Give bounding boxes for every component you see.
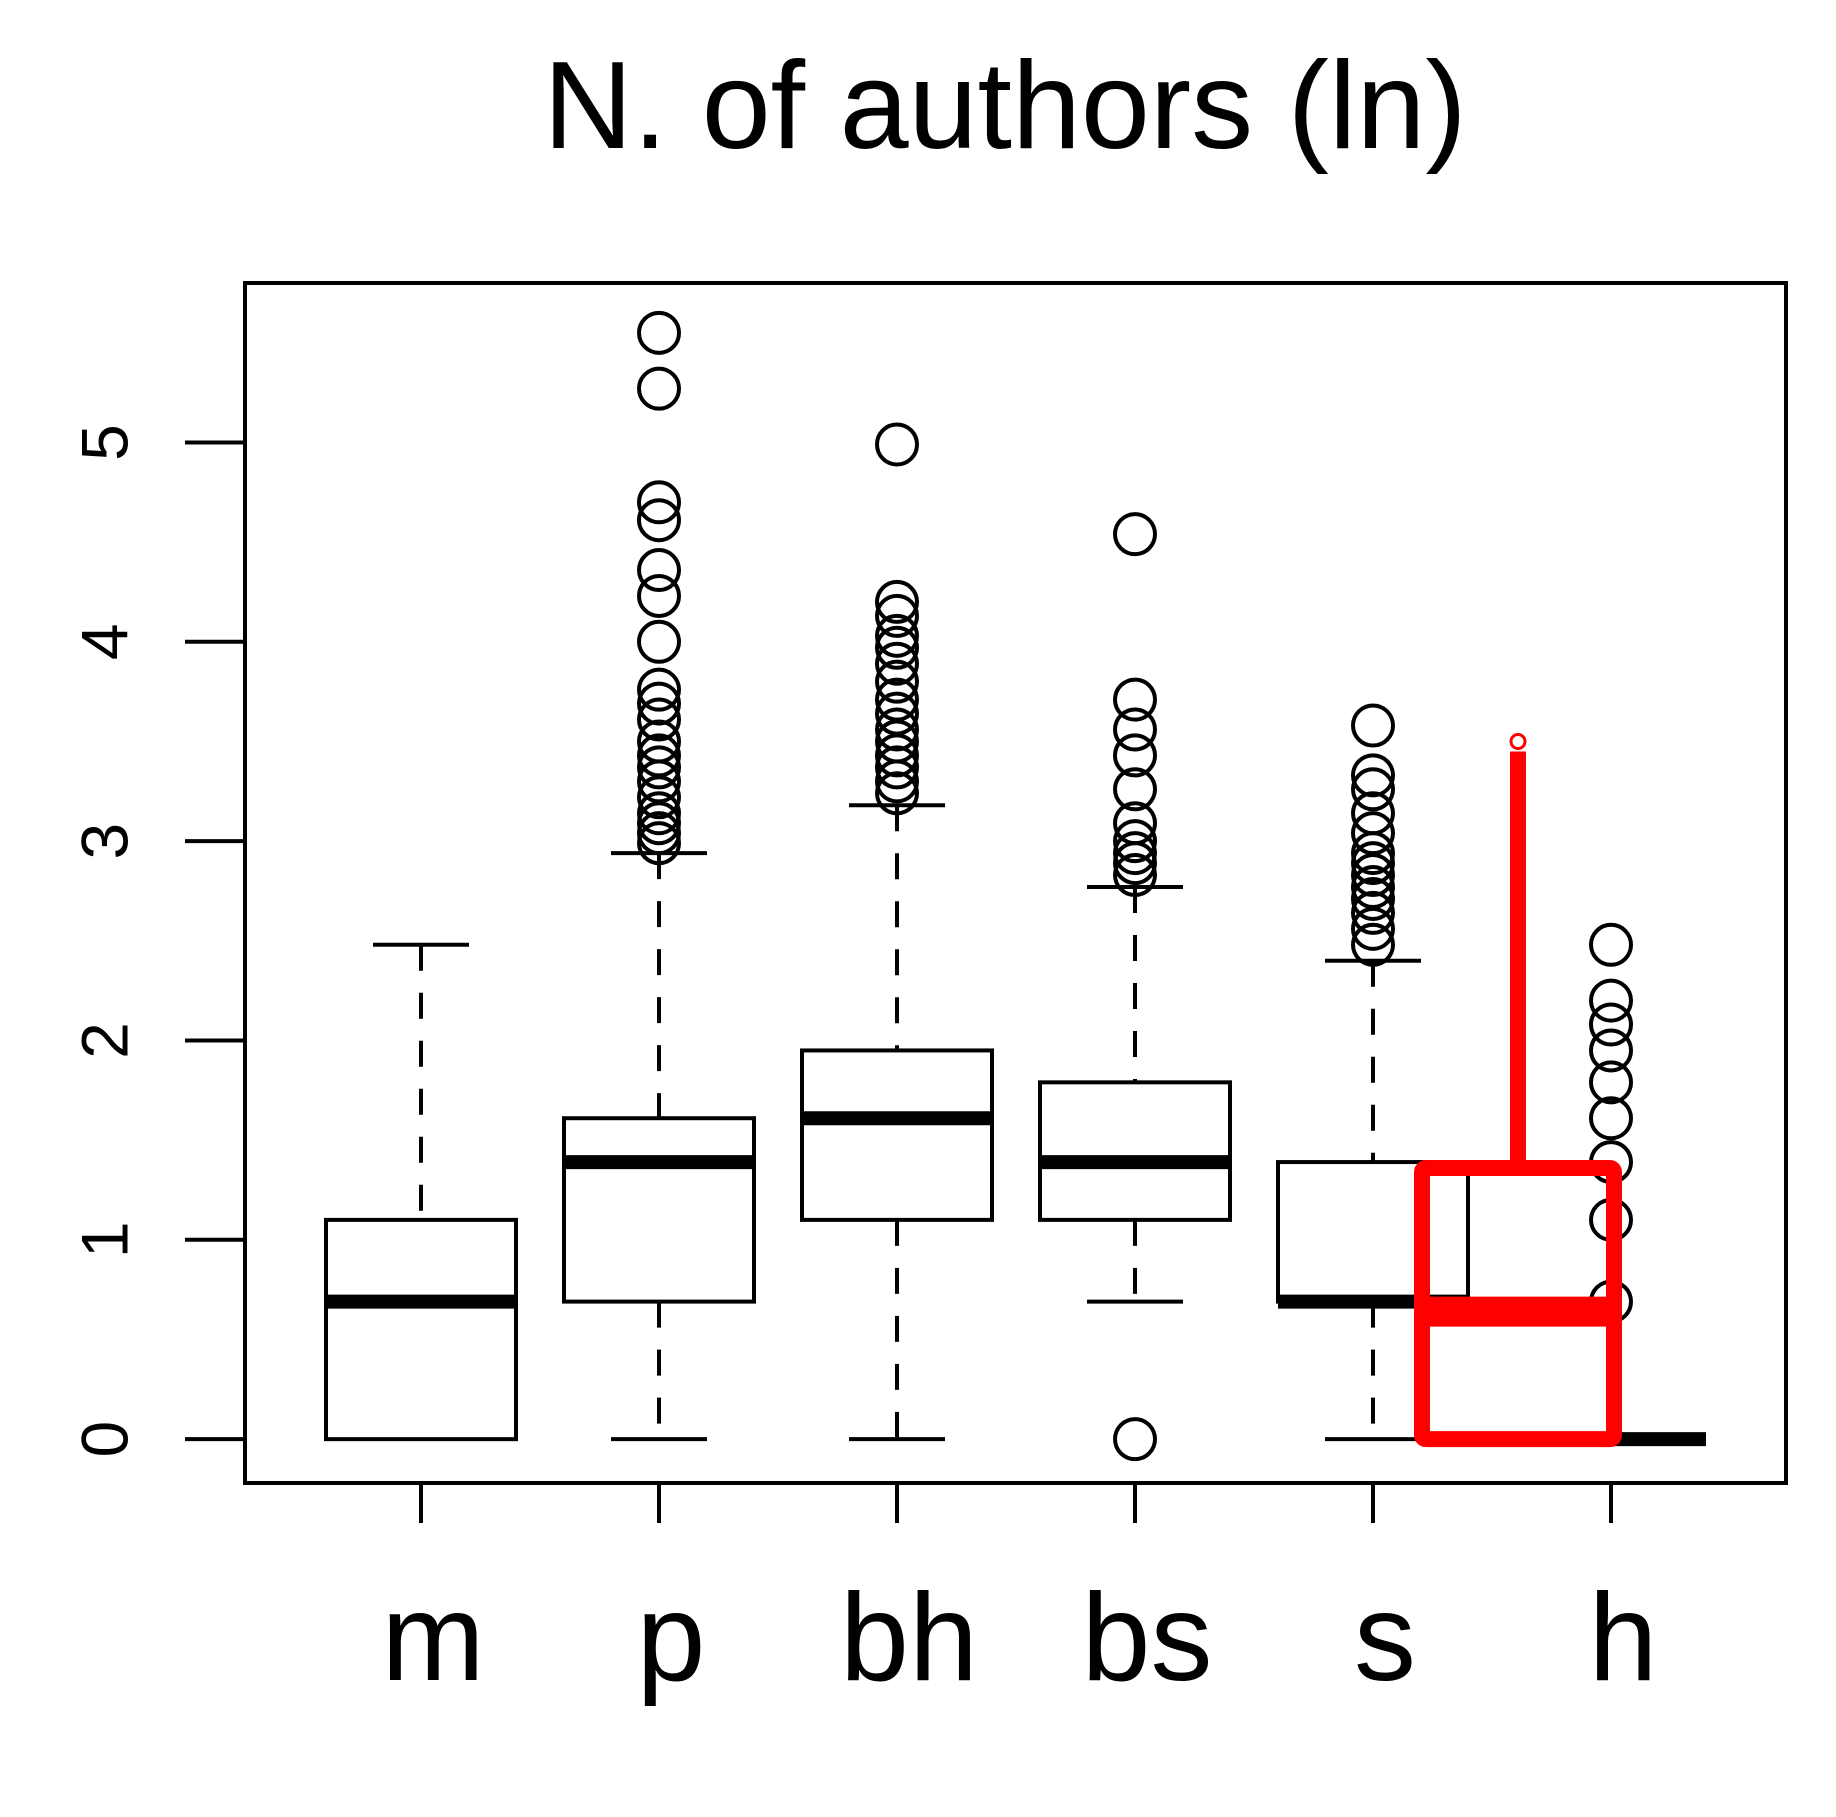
outlier-point [1351, 831, 1395, 876]
outlier-point [1113, 512, 1157, 557]
x-tick-label: h [1589, 1569, 1658, 1707]
outlier-point [637, 801, 681, 846]
outlier-point [1113, 733, 1157, 778]
outlier-point [1113, 677, 1157, 722]
box-iqr [1276, 1160, 1470, 1304]
outlier-point [637, 619, 681, 664]
x-tick-label: m [381, 1569, 484, 1707]
outlier-point [1589, 1002, 1633, 1047]
box-iqr [800, 1048, 994, 1222]
outlier-point [1113, 819, 1157, 864]
outlier-point [1113, 1417, 1157, 1462]
outlier-point [1589, 1060, 1633, 1105]
chart-title: N. of authors (ln) [543, 37, 1466, 175]
box-bh [800, 422, 994, 1442]
overlay-marker [1509, 732, 1527, 750]
outlier-point [1351, 841, 1395, 886]
box-iqr [562, 1116, 756, 1304]
outlier-point [1351, 876, 1395, 921]
outlier-point [637, 821, 681, 866]
box-p [562, 310, 756, 1442]
outlier-point [637, 791, 681, 836]
outlier-point [1351, 767, 1395, 812]
outlier-point [637, 548, 681, 593]
outlier-point [637, 811, 681, 856]
outlier-point [1351, 890, 1395, 935]
outlier-point [1351, 703, 1395, 748]
outlier-point [875, 659, 919, 704]
outlier-point [637, 366, 681, 411]
outlier-point [1589, 978, 1633, 1023]
outlier-point [1351, 922, 1395, 967]
box-iqr [1038, 1080, 1232, 1222]
outlier-point [1113, 707, 1157, 752]
box-iqr [324, 1217, 518, 1442]
outlier-point [637, 480, 681, 525]
outlier-point [875, 707, 919, 752]
box-series [324, 310, 1706, 1462]
outlier-point [1351, 906, 1395, 951]
plot-frame [243, 281, 1788, 1485]
outlier-point [637, 745, 681, 790]
annotation-overlay [1414, 732, 1622, 1448]
outlier-point [637, 310, 681, 355]
outlier-point [875, 771, 919, 816]
outlier-point [1113, 841, 1157, 886]
outlier-point [637, 573, 681, 618]
outlier-point [875, 745, 919, 790]
x-tick-label: p [637, 1569, 706, 1707]
outlier-point [1589, 1096, 1633, 1141]
y-tick-label: 1 [67, 1221, 141, 1258]
outlier-point [875, 625, 919, 670]
outlier-point [637, 697, 681, 742]
outlier-point [875, 733, 919, 778]
outlier-point [637, 681, 681, 726]
outlier-point [1113, 853, 1157, 898]
x-tick-label: bh [840, 1569, 978, 1707]
box-m [324, 942, 518, 1442]
outlier-point [637, 667, 681, 712]
outlier-point [875, 641, 919, 686]
outlier-point [875, 593, 919, 638]
y-tick-label: 3 [67, 823, 141, 860]
box-s [1276, 703, 1470, 1442]
outlier-point [1589, 1028, 1633, 1073]
y-axis: 0 1 2 3 4 5 [67, 424, 245, 1458]
outlier-point [1113, 831, 1157, 876]
y-tick-label: 5 [67, 424, 141, 461]
outlier-point [1351, 753, 1395, 798]
outlier-point [875, 422, 919, 467]
outlier-point [875, 613, 919, 658]
y-tick-label: 2 [67, 1022, 141, 1059]
outlier-point [1351, 853, 1395, 898]
outlier-point [875, 579, 919, 624]
x-tick-label: bs [1082, 1569, 1213, 1707]
box-bs [1038, 512, 1232, 1462]
x-axis: m p bh bs s h [381, 1483, 1657, 1707]
outlier-point [637, 498, 681, 543]
outlier-point [1589, 922, 1633, 967]
outlier-point [1113, 767, 1157, 812]
outlier-point [875, 759, 919, 804]
outlier-point [637, 775, 681, 820]
y-tick-label: 0 [67, 1421, 141, 1458]
x-tick-label: s [1354, 1569, 1416, 1707]
y-tick-label: 4 [67, 623, 141, 660]
